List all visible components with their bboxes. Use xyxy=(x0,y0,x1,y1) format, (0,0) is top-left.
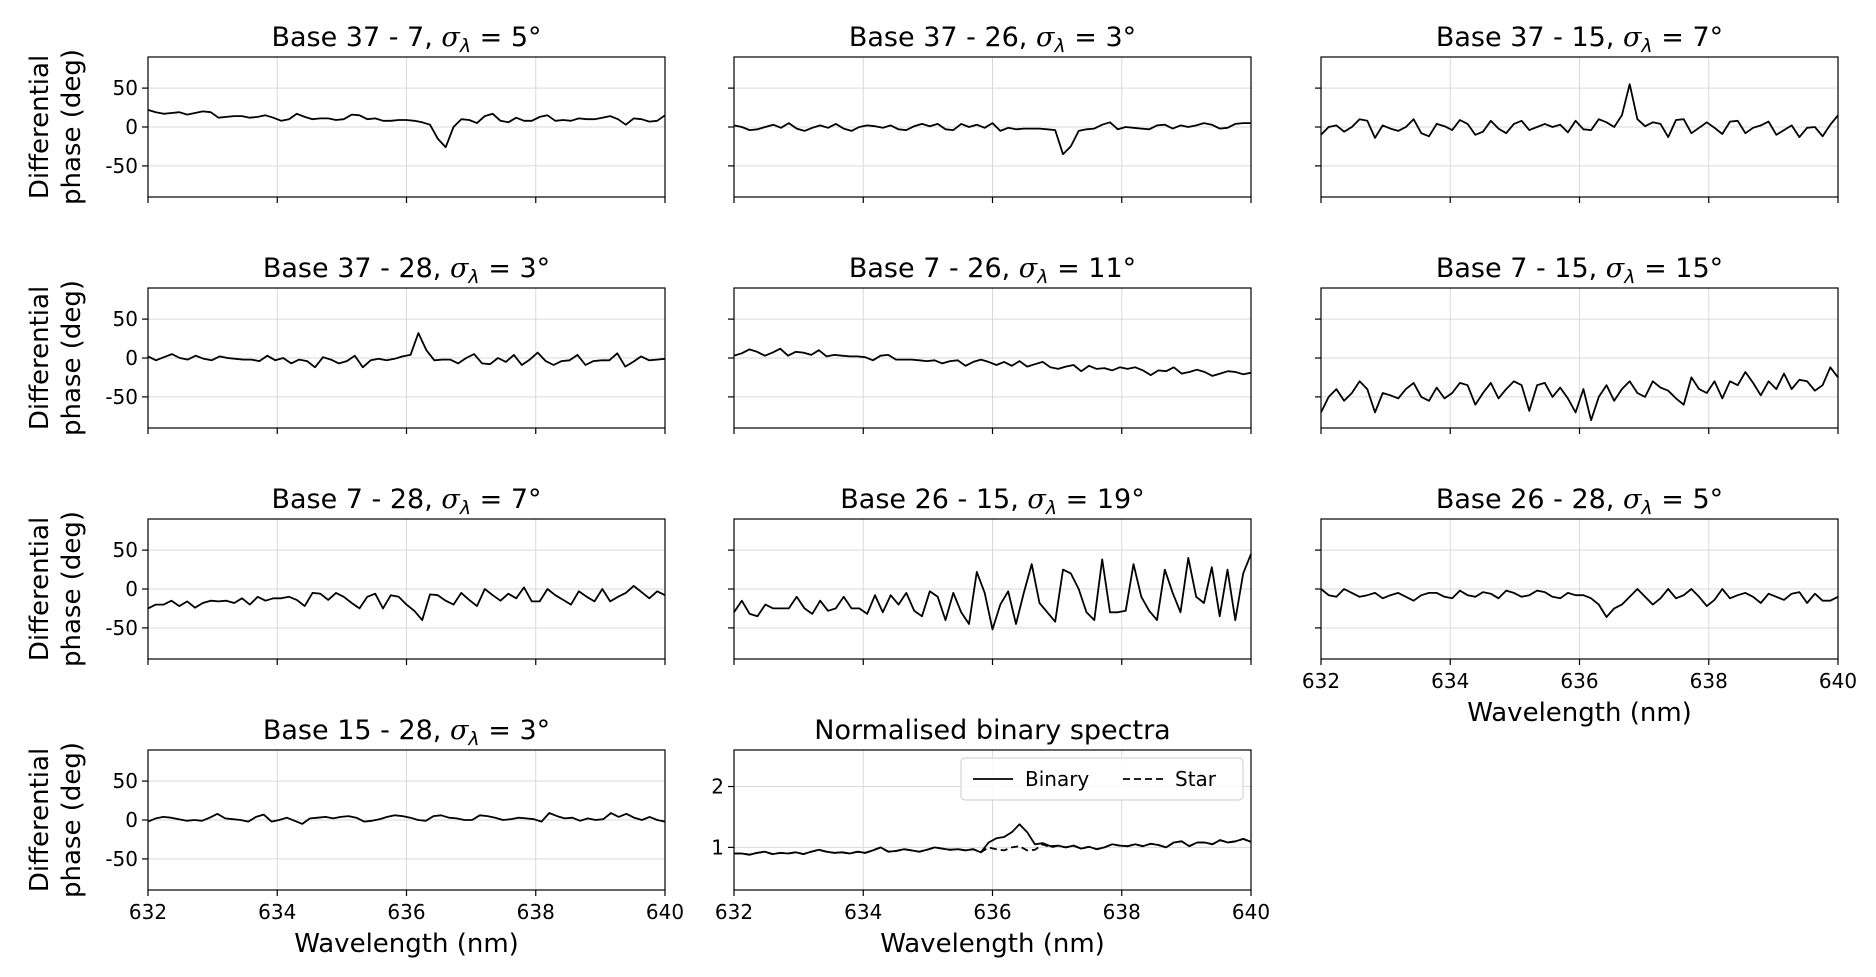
subplot-7: Base 26 - 15, σλ = 19° xyxy=(728,484,1252,665)
y-tick-label: 0 xyxy=(125,346,138,370)
series-line-0 xyxy=(733,121,1251,156)
subplot-title: Base 26 - 28, σλ = 5° xyxy=(1436,484,1723,519)
x-tick-label: 638 xyxy=(1103,900,1141,924)
series-line-0 xyxy=(733,347,1252,377)
subplot-10: 632 634 636 638 640 1 2 Normalised binary spect… xyxy=(711,715,1270,959)
subplot-9: 632 634 636 638 640 -50 0 50 Base 15 - 28, σλ = … xyxy=(25,715,684,959)
subplot-5: Base 7 - 15, σλ = 15° xyxy=(1315,253,1839,434)
x-tick-label: 634 xyxy=(258,900,296,924)
y-axis-label: Differentialphase (deg) xyxy=(25,511,87,667)
series-line-binary xyxy=(734,823,1252,856)
y-tick-label: 0 xyxy=(125,808,138,832)
y-tick-label: 50 xyxy=(113,538,138,562)
y-axis-label: Differentialphase (deg) xyxy=(25,742,87,898)
x-tick-label: 632 xyxy=(129,900,167,924)
subplot-title: Base 7 - 28, σλ = 7° xyxy=(271,484,541,519)
x-tick-label: 638 xyxy=(1690,669,1728,693)
subplot-title: Normalised binary spectra xyxy=(814,715,1170,746)
y-tick-label: 2 xyxy=(711,775,724,799)
subplot-title: Base 37 - 28, σλ = 3° xyxy=(263,253,550,288)
y-tick-label: -50 xyxy=(105,616,138,640)
legend-label-star: Star xyxy=(1175,767,1217,791)
y-tick-label: 0 xyxy=(125,115,138,139)
series-line-0 xyxy=(147,332,666,369)
series-line-0 xyxy=(147,812,666,825)
subplot-3: -50 0 50 Base 37 - 28, σλ = 3° Differentialp… xyxy=(25,253,666,436)
x-tick-label: 636 xyxy=(387,900,425,924)
x-axis-label: Wavelength (nm) xyxy=(1467,698,1692,728)
x-axis-label: Wavelength (nm) xyxy=(880,929,1105,959)
series-line-0 xyxy=(1320,588,1839,618)
series-line-0 xyxy=(147,585,666,621)
subplot-6: -50 0 50 Base 7 - 28, σλ = 7° Differentialph… xyxy=(25,484,666,667)
subplot-2: Base 37 - 15, σλ = 7° xyxy=(1315,22,1839,203)
series-line-star xyxy=(734,838,1252,856)
legend-box xyxy=(960,757,1244,801)
legend-label-binary: Binary xyxy=(1025,767,1089,791)
series-line-0 xyxy=(147,109,666,149)
x-tick-label: 634 xyxy=(844,900,882,924)
x-tick-label: 632 xyxy=(715,900,753,924)
y-tick-label: -50 xyxy=(105,154,138,178)
x-tick-label: 636 xyxy=(1560,669,1598,693)
y-tick-label: -50 xyxy=(105,847,138,871)
subplot-title: Base 26 - 15, σλ = 19° xyxy=(840,484,1144,519)
subplot-title: Base 37 - 7, σλ = 5° xyxy=(271,22,541,57)
x-tick-label: 638 xyxy=(517,900,555,924)
y-tick-label: -50 xyxy=(105,385,138,409)
x-tick-label: 640 xyxy=(1232,900,1270,924)
y-tick-label: 0 xyxy=(125,577,138,601)
x-tick-label: 640 xyxy=(646,900,684,924)
subplot-title: Base 7 - 15, σλ = 15° xyxy=(1436,253,1723,288)
subplot-4: Base 7 - 26, σλ = 11° xyxy=(728,253,1252,434)
subplot-1: Base 37 - 26, σλ = 3° xyxy=(728,22,1252,203)
x-axis-label: Wavelength (nm) xyxy=(294,929,519,959)
y-tick-label: 50 xyxy=(113,307,138,331)
subplot-8: 632 634 636 638 640 Base 26 - 28, σλ = 5° Wave… xyxy=(1302,484,1857,728)
y-tick-label: 50 xyxy=(113,769,138,793)
series-line-0 xyxy=(1320,366,1839,422)
y-axis-label: Differentialphase (deg) xyxy=(25,280,87,436)
y-axis-label: Differentialphase (deg) xyxy=(25,49,87,205)
x-tick-label: 634 xyxy=(1431,669,1469,693)
x-tick-label: 636 xyxy=(973,900,1011,924)
series-line-0 xyxy=(1320,83,1839,139)
y-tick-label: 50 xyxy=(113,76,138,100)
x-tick-label: 640 xyxy=(1819,669,1857,693)
x-tick-label: 632 xyxy=(1302,669,1340,693)
subplot-title: Base 37 - 15, σλ = 7° xyxy=(1436,22,1723,57)
series-line-0 xyxy=(733,553,1252,631)
legend: Binary Star xyxy=(960,757,1244,801)
subplot-title: Base 7 - 26, σλ = 11° xyxy=(849,253,1136,288)
subplot-title: Base 37 - 26, σλ = 3° xyxy=(849,22,1136,57)
subplot-title: Base 15 - 28, σλ = 3° xyxy=(263,715,550,750)
y-tick-label: 1 xyxy=(711,835,724,859)
subplot-0: -50 0 50 Base 37 - 7, σλ = 5° Differentialph… xyxy=(25,22,666,205)
